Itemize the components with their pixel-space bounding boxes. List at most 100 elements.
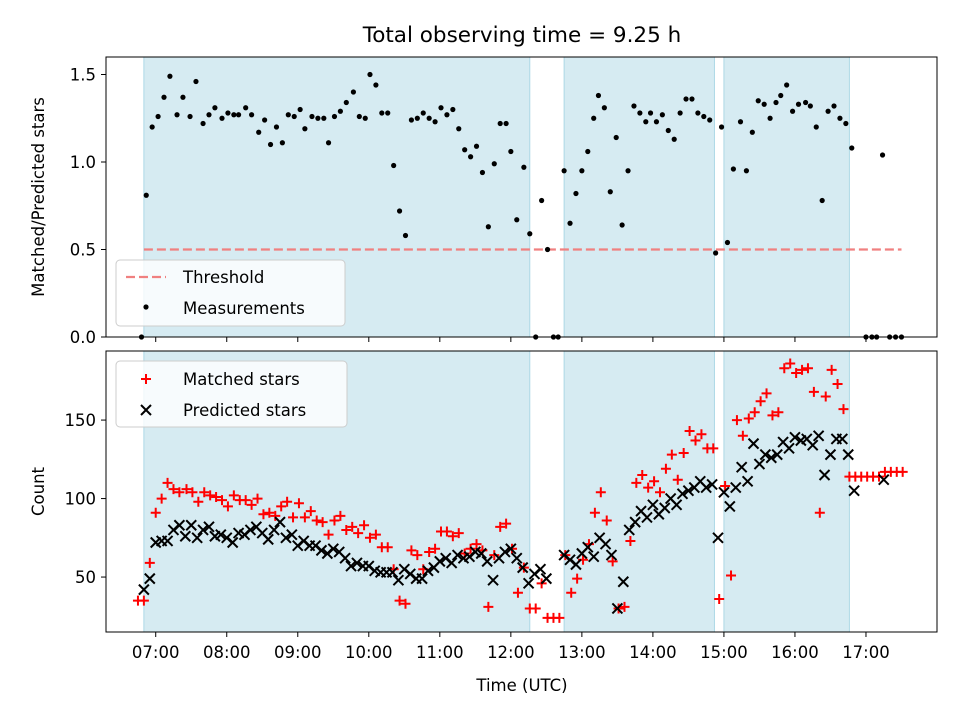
matched-point	[276, 501, 287, 512]
measurement-point	[385, 110, 391, 116]
predicted-point	[599, 538, 612, 550]
measurement-point	[396, 208, 403, 214]
measurement-point	[193, 78, 199, 85]
predicted-point	[712, 532, 724, 544]
matched-point	[696, 429, 707, 440]
measurement-point	[285, 112, 291, 118]
matched-point	[264, 507, 275, 518]
predicted-point	[386, 566, 399, 579]
measurement-point	[467, 154, 474, 160]
measurement-point	[514, 217, 520, 223]
predicted-point	[339, 552, 351, 564]
matched-point	[299, 512, 310, 523]
matched-point	[359, 520, 370, 531]
measurement-point	[671, 136, 677, 142]
predicted-point	[315, 544, 328, 557]
measurement-point	[219, 115, 225, 121]
measurement-point	[837, 115, 843, 121]
measurement-point	[773, 99, 779, 106]
measurement-point	[325, 140, 332, 146]
measurement-point	[462, 147, 468, 153]
predicted-point	[351, 557, 363, 569]
predicted-point	[451, 549, 464, 561]
matched-point	[619, 601, 630, 612]
matched-point	[690, 435, 701, 446]
matched-point	[530, 603, 541, 614]
matched-point	[832, 378, 843, 389]
measurement-point	[831, 103, 837, 109]
measurement-point	[408, 117, 415, 123]
predicted-point	[741, 475, 754, 488]
measurement-point	[625, 168, 631, 174]
predicted-point	[191, 532, 203, 544]
measurement-point	[631, 103, 637, 109]
y-tick-label: 100	[65, 490, 97, 509]
measurement-point	[426, 115, 432, 121]
matched-point	[797, 364, 808, 375]
matched-point	[666, 449, 677, 460]
matched-point	[211, 491, 222, 502]
y-tick-label: 1.0	[70, 153, 96, 172]
matched-point	[737, 430, 748, 441]
x-tick-label: 10:00	[345, 643, 393, 662]
matched-point	[335, 510, 346, 521]
x-tick-label: 09:00	[274, 643, 322, 662]
predicted-point	[753, 458, 766, 470]
predicted-point	[516, 561, 529, 574]
measurement-point	[309, 113, 315, 120]
predicted-point	[445, 557, 458, 569]
predicted-point	[747, 437, 760, 450]
x-tick-label: 14:00	[629, 643, 677, 662]
predicted-point	[422, 565, 434, 577]
matched-point	[731, 415, 742, 426]
measurement-point	[497, 120, 503, 127]
measurement-point	[212, 105, 218, 111]
measurement-point	[450, 106, 456, 113]
predicted-point	[783, 442, 795, 455]
matched-point	[293, 498, 304, 509]
measurement-point	[155, 113, 161, 120]
measurement-point	[200, 120, 206, 127]
measurement-point	[444, 112, 450, 118]
x-tick-label: 08:00	[203, 643, 251, 662]
predicted-point	[185, 519, 197, 531]
measurement-point	[591, 115, 597, 121]
y-tick-label: 0.0	[70, 328, 96, 347]
predicted-point	[161, 535, 174, 547]
x-tick-label: 07:00	[132, 643, 180, 662]
predicted-point	[540, 572, 553, 585]
y-axis-label: Matched/Predicted stars	[29, 97, 48, 297]
matched-point	[199, 487, 210, 498]
predicted-point	[534, 563, 547, 575]
y-axis-label: Count	[29, 466, 48, 516]
predicted-point	[280, 532, 292, 544]
matched-point	[761, 388, 772, 399]
legend-predicted-label: Predicted stars	[183, 401, 306, 420]
measurement-point	[665, 127, 671, 134]
measurement-point	[206, 112, 212, 118]
matched-point	[150, 507, 161, 518]
predicted-point	[623, 524, 635, 536]
matched-point	[708, 443, 719, 454]
matched-point	[305, 506, 316, 517]
predicted-point	[771, 448, 783, 461]
top-legend: Threshold Measurements	[115, 259, 346, 327]
predicted-point	[848, 485, 860, 497]
figure-title: Total observing time = 9.25 h	[362, 23, 682, 48]
matched-point	[897, 466, 908, 477]
measurement-point	[619, 222, 625, 228]
measurement-point	[579, 168, 585, 174]
matched-point	[412, 550, 423, 561]
predicted-point	[878, 474, 890, 486]
bottom-legend: Matched stars Predicted stars	[115, 360, 348, 428]
measurement-point	[485, 224, 491, 230]
measurement-point	[749, 129, 755, 135]
predicted-point	[268, 524, 280, 536]
matched-point	[566, 587, 577, 598]
matched-point	[138, 595, 149, 606]
predicted-point	[724, 500, 736, 513]
predicted-point	[812, 430, 825, 442]
matched-point	[749, 407, 760, 418]
matched-point	[252, 493, 263, 504]
